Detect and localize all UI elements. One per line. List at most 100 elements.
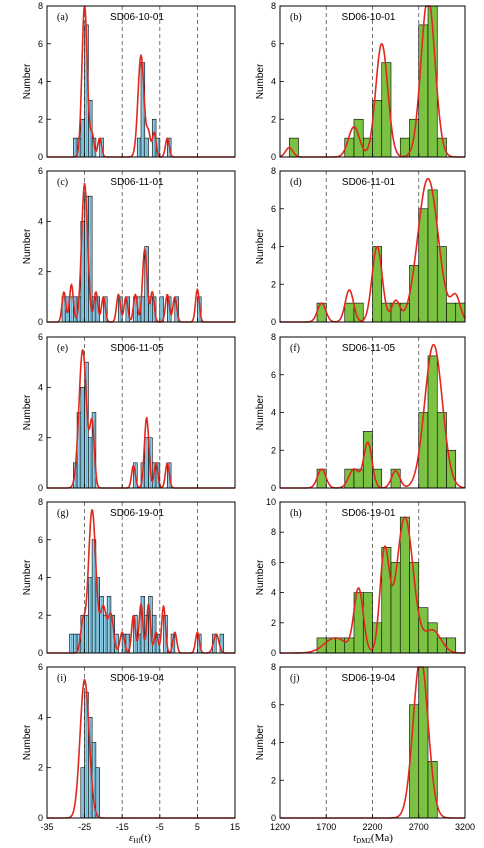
density-curve <box>279 177 466 323</box>
y-axis-label: Number <box>255 63 266 99</box>
panel-title: SD06-19-04 <box>342 673 396 684</box>
histogram-bar <box>95 767 100 819</box>
y-axis-label: Number <box>22 63 33 99</box>
histogram-bar <box>80 118 85 158</box>
panel-title: SD06-11-01 <box>342 177 396 188</box>
histogram-bar <box>80 767 85 819</box>
y-tick-label: 6 <box>271 370 276 380</box>
y-tick-label: 8 <box>271 527 276 537</box>
y-tick-label: 6 <box>271 557 276 567</box>
x-tick-label: 2700 <box>409 822 429 832</box>
y-tick-label: 8 <box>271 332 276 342</box>
y-tick-label: 4 <box>38 712 43 722</box>
y-tick-label: 0 <box>38 152 43 162</box>
panel-d: 0 2 4 6 8 Number (d) SD06-11-01 <box>255 166 466 327</box>
y-tick-label: 4 <box>271 738 276 748</box>
panel-letter: (i) <box>57 673 66 684</box>
y-tick-label: 0 <box>271 152 276 162</box>
histogram-bar <box>325 637 336 654</box>
y-tick-label: 0 <box>271 483 276 493</box>
y-tick-label: 4 <box>38 216 43 226</box>
y-axis-label: Number <box>255 724 266 760</box>
y-axis-label: Number <box>22 394 33 430</box>
x-tick-label: 5 <box>195 822 200 832</box>
y-tick-label: 2 <box>38 763 43 773</box>
histogram-bar <box>344 637 355 654</box>
panel-b: 0 2 4 6 8 Number (b) SD06-10-01 <box>255 1 466 162</box>
histogram-bar <box>73 633 78 654</box>
panel-title: SD06-19-04 <box>110 673 164 684</box>
y-tick-label: 8 <box>271 166 276 176</box>
histogram-bar <box>88 437 93 489</box>
y-tick-label: 8 <box>38 497 43 507</box>
histogram-bar <box>418 666 429 819</box>
y-tick-label: 4 <box>271 242 276 252</box>
panel-g: 0 2 4 6 8 Number (g) SD06-19-01 <box>22 497 236 658</box>
histogram-bar <box>427 622 438 654</box>
histogram-bar <box>399 516 410 654</box>
y-tick-label: 4 <box>38 382 43 392</box>
y-tick-label: 6 <box>38 39 43 49</box>
x-tick-label: -35 <box>40 822 53 832</box>
panel-letter: (j) <box>290 673 299 684</box>
y-tick-label: 2 <box>271 114 276 124</box>
histogram-bar <box>418 412 429 489</box>
histogram-bar <box>103 614 108 654</box>
histogram-bar <box>99 596 104 654</box>
histogram-bar <box>344 468 355 489</box>
histogram-bar <box>344 302 355 323</box>
y-tick-label: 0 <box>271 648 276 658</box>
panel-f: 0 2 4 6 8 Number (f) SD06-11-05 <box>255 332 466 493</box>
y-tick-label: 2 <box>38 433 43 443</box>
density-curve <box>46 678 236 819</box>
y-axis-label: Number <box>255 559 266 595</box>
panel-i: 0 2 4 6 -35 -25 -15 -5 5 15 Number (i) SD06-19-04 <box>22 662 240 832</box>
histogram-bar <box>446 302 457 323</box>
plot-frame <box>46 170 236 323</box>
histogram-bar <box>136 137 142 158</box>
density-curve <box>279 343 466 489</box>
y-tick-label: 2 <box>271 279 276 289</box>
y-tick-label: 4 <box>271 77 276 87</box>
panel-title: SD06-10-01 <box>342 12 396 23</box>
panel-letter: (e) <box>57 343 68 354</box>
panel-letter: (d) <box>290 177 302 188</box>
x-tick-label: -25 <box>78 822 91 832</box>
y-tick-label: 0 <box>38 648 43 658</box>
histogram-bar <box>144 437 149 489</box>
histogram-bar <box>69 633 74 654</box>
right-x-axis-label: tDM2(Ma) <box>353 832 393 845</box>
y-tick-label: 8 <box>271 662 276 672</box>
y-tick-label: 0 <box>38 317 43 327</box>
panel-title: SD06-11-05 <box>110 343 164 354</box>
y-tick-label: 2 <box>38 610 43 620</box>
y-tick-label: 6 <box>271 700 276 710</box>
x-tick-label: 1700 <box>316 822 336 832</box>
y-tick-label: 2 <box>271 445 276 455</box>
y-tick-label: 0 <box>38 483 43 493</box>
panel-letter: (f) <box>290 343 300 354</box>
panel-j: 0 2 4 6 8 1200 1700 2200 2700 3200 Number (j) SD06-1… <box>255 662 475 832</box>
y-tick-label: 4 <box>38 77 43 87</box>
y-tick-label: 2 <box>38 114 43 124</box>
y-tick-label: 4 <box>271 408 276 418</box>
panel-a: 0 2 4 6 8 Number (a) SD06-10-01 <box>22 1 236 162</box>
panel-letter: (g) <box>57 508 69 519</box>
y-tick-label: 6 <box>271 39 276 49</box>
panel-letter: (a) <box>57 12 68 23</box>
y-tick-label: 0 <box>38 813 43 823</box>
y-tick-label: 2 <box>271 775 276 785</box>
y-tick-label: 2 <box>38 267 43 277</box>
y-tick-label: 8 <box>38 1 43 11</box>
x-tick-label: 15 <box>230 822 240 832</box>
x-tick-label: -15 <box>116 822 129 832</box>
x-tick-label: 2200 <box>362 822 382 832</box>
y-axis-label: Number <box>22 228 33 264</box>
y-tick-label: 6 <box>271 204 276 214</box>
histogram-bar <box>427 355 438 489</box>
y-tick-label: 6 <box>38 535 43 545</box>
histogram-bar <box>399 302 410 323</box>
y-tick-label: 0 <box>271 317 276 327</box>
panel-h: 0 2 4 6 8 10 Number (h) SD06-19-01 <box>255 497 466 658</box>
histogram-bar <box>144 137 149 158</box>
